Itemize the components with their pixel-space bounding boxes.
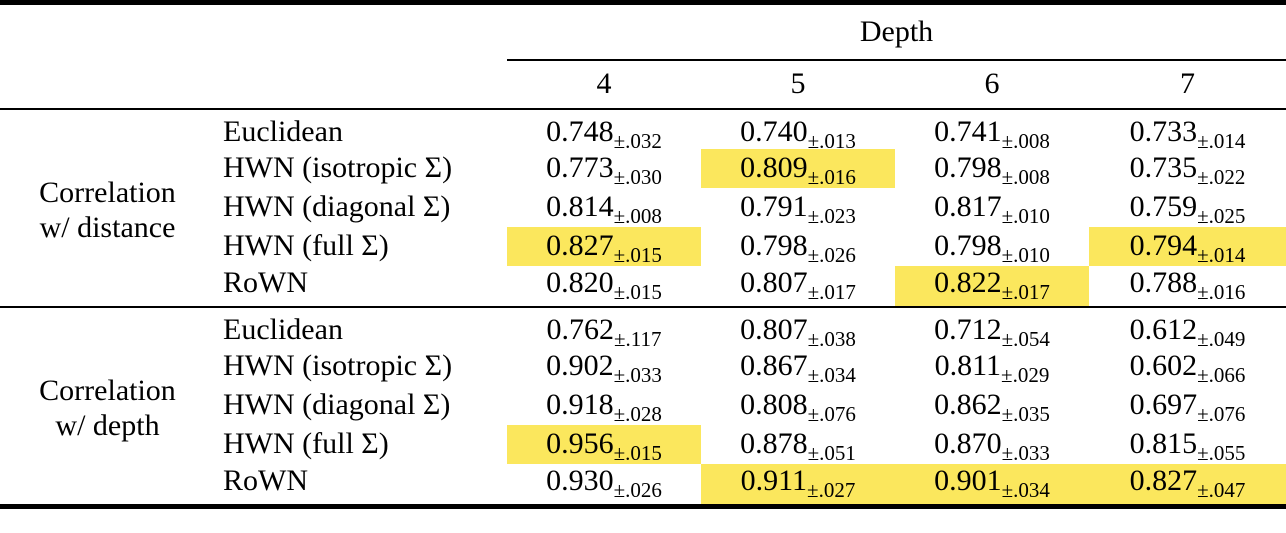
header-blank-cell xyxy=(0,3,507,60)
table-row: HWN (diagonal Σ) 0.918±.028 0.808±.076 0… xyxy=(0,386,1286,425)
value-cell: 0.773±.030 xyxy=(546,151,662,189)
value-cell: 0.811±.029 xyxy=(934,349,1050,387)
group-label-line: w/ depth xyxy=(55,409,160,442)
value-cell: 0.794±.014 xyxy=(1089,226,1286,266)
group-label-line: Correlation xyxy=(39,373,176,407)
table-row: HWN (full Σ) 0.827±.015 0.798±.026 0.798… xyxy=(0,226,1286,267)
depth-col-7: 7 xyxy=(1089,59,1286,110)
value-cell: 0.807±.038 xyxy=(701,305,895,349)
value-cell: 0.814±.008 xyxy=(546,190,662,228)
depth-col-4: 4 xyxy=(507,59,701,110)
value-cell: 0.822±.017 xyxy=(895,265,1089,307)
value-cell: 0.878±.051 xyxy=(740,427,856,465)
value-cell: 0.735±.022 xyxy=(1129,151,1246,189)
value-cell: 0.930±.026 xyxy=(546,463,662,502)
depth-col-6: 6 xyxy=(895,59,1089,110)
header-blank-cell xyxy=(0,59,507,110)
table-row: Correlation w/ depth Euclidean 0.762±.11… xyxy=(0,305,1286,506)
value-cell: 0.602±.066 xyxy=(1129,349,1246,387)
results-table: Depth 4 5 6 7 Correlation w/ distance Eu… xyxy=(0,0,1286,509)
value-cell: 0.712±.054 xyxy=(895,305,1089,349)
value-cell: 0.798±.010 xyxy=(934,229,1050,267)
value-cell: 0.748±.032 xyxy=(546,114,662,153)
value-cell: 0.808±.076 xyxy=(740,388,856,426)
group-correlation-depth: Correlation w/ depth Euclidean 0.762±.11… xyxy=(0,305,1286,506)
value-cell: 0.862±.035 xyxy=(934,388,1050,426)
value-cell: 0.740±.013 xyxy=(740,114,856,153)
value-cell: 0.918±.028 xyxy=(546,388,662,426)
method-label: HWN (isotropic Σ) xyxy=(223,349,453,382)
table-row: Correlation w/ distance Euclidean 0.748±… xyxy=(0,109,1286,245)
table-row: HWN (isotropic Σ) 0.773±.030 0.809±.016 … xyxy=(0,148,1286,189)
value-cell: 0.798±.008 xyxy=(934,151,1050,189)
group-label-line: Correlation xyxy=(39,175,176,209)
depth-header-row: Depth xyxy=(0,2,1286,61)
method-label: HWN (diagonal Σ) xyxy=(223,388,451,421)
value-cell: 0.817±.010 xyxy=(934,190,1050,228)
value-cell: 0.820±.015 xyxy=(546,265,662,304)
value-cell: 0.901±.034 xyxy=(895,463,1089,506)
method-label: Euclidean xyxy=(223,114,343,148)
table-header: Depth 4 5 6 7 xyxy=(0,2,1286,110)
table-row: RoWN 0.930±.026 0.911±.027 0.901±.034 0.… xyxy=(0,463,1286,506)
value-cell: 0.788±.016 xyxy=(1129,265,1246,304)
value-cell: 0.612±.049 xyxy=(1089,305,1286,349)
table-row: HWN (diagonal Σ) 0.814±.008 0.791±.023 0… xyxy=(0,188,1286,227)
row-group-label: Correlation w/ depth xyxy=(0,305,215,506)
depth-columns-row: 4 5 6 7 xyxy=(0,59,1286,110)
value-cell: 0.798±.026 xyxy=(740,229,856,267)
table-row: HWN (isotropic Σ) 0.902±.033 0.867±.034 … xyxy=(0,347,1286,386)
depth-col-5: 5 xyxy=(701,59,895,110)
value-cell: 0.867±.034 xyxy=(740,349,856,387)
method-label: HWN (full Σ) xyxy=(223,229,389,262)
value-cell: 0.902±.033 xyxy=(546,349,662,387)
method-label: RoWN xyxy=(223,265,308,299)
method-label: HWN (diagonal Σ) xyxy=(223,190,451,223)
depth-header: Depth xyxy=(507,2,1286,61)
value-cell: 0.807±.017 xyxy=(740,265,856,304)
method-label: Euclidean xyxy=(215,305,507,347)
method-label: HWN (isotropic Σ) xyxy=(223,151,453,184)
value-cell: 0.827±.015 xyxy=(507,226,701,266)
value-cell: 0.762±.117 xyxy=(507,305,701,349)
value-cell: 0.827±.047 xyxy=(1089,463,1286,506)
value-cell: 0.911±.027 xyxy=(701,463,895,506)
method-label: HWN (full Σ) xyxy=(223,427,389,460)
value-cell: 0.759±.025 xyxy=(1129,190,1246,228)
group-correlation-distance: Correlation w/ distance Euclidean 0.748±… xyxy=(0,109,1286,307)
value-cell: 0.956±.015 xyxy=(507,424,701,464)
table-row: HWN (full Σ) 0.956±.015 0.878±.051 0.870… xyxy=(0,424,1286,465)
row-group-label: Correlation w/ distance xyxy=(0,109,215,307)
value-cell: 0.697±.076 xyxy=(1129,388,1246,426)
method-label: RoWN xyxy=(223,463,308,497)
value-cell: 0.815±.055 xyxy=(1129,427,1246,465)
value-cell: 0.733±.014 xyxy=(1129,114,1246,153)
group-label-line: w/ distance xyxy=(39,211,176,244)
value-cell: 0.741±.008 xyxy=(934,114,1050,153)
value-cell: 0.870±.033 xyxy=(934,427,1050,465)
value-cell: 0.791±.023 xyxy=(740,190,856,228)
table-row: RoWN 0.820±.015 0.807±.017 0.822±.017 0.… xyxy=(0,265,1286,307)
value-cell: 0.809±.016 xyxy=(701,148,895,188)
